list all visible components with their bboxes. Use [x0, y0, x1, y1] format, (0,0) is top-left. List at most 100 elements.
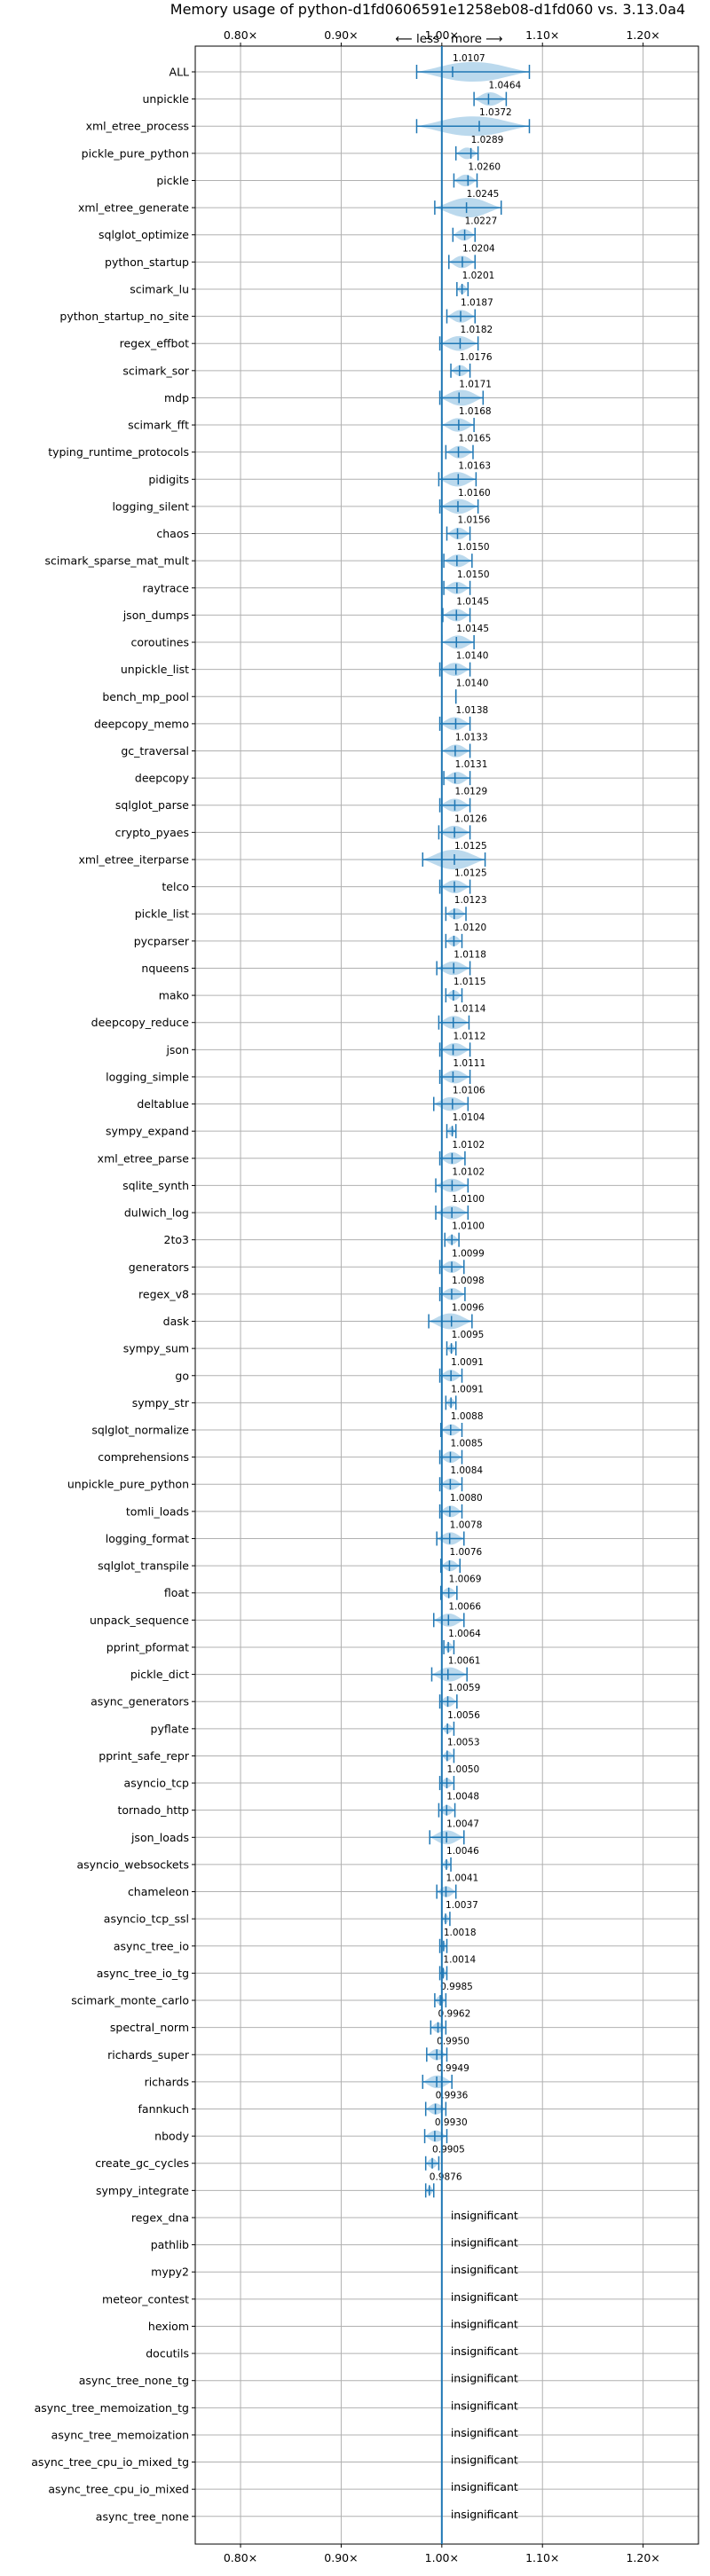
benchmark-label: deltablue: [137, 1097, 189, 1111]
benchmark-label: pidigits: [148, 473, 189, 486]
x-tick-label-top: 0.90×: [324, 28, 358, 42]
value-label: 0.9905: [432, 2145, 465, 2156]
value-label: 1.0123: [454, 895, 487, 906]
value-label: 1.0182: [460, 325, 493, 335]
benchmark-label: pickle_dict: [130, 1668, 189, 1681]
benchmark-label: richards_super: [107, 2048, 190, 2062]
value-label: 1.0104: [453, 1112, 485, 1123]
benchmark-label: pickle: [156, 174, 189, 187]
value-label: 1.0160: [458, 488, 491, 499]
benchmark-label: dask: [163, 1315, 190, 1328]
benchmark-label: typing_runtime_protocols: [48, 445, 189, 459]
benchmark-label: unpickle_pure_python: [67, 1478, 189, 1491]
x-tick-label-bottom: 1.20×: [626, 2551, 659, 2564]
value-label: 1.0112: [454, 1031, 486, 1041]
value-label: 1.0111: [453, 1058, 485, 1069]
benchmark-label: scimark_monte_carlo: [71, 1994, 189, 2007]
x-tick-label-top: 1.10×: [525, 28, 559, 42]
benchmark-label: async_tree_cpu_io_mixed: [48, 2483, 189, 2496]
benchmark-label: async_tree_none_tg: [79, 2374, 189, 2387]
insignificant-label: insignificant: [451, 2290, 518, 2304]
insignificant-label: insignificant: [451, 2317, 518, 2330]
value-label: 1.0046: [446, 1846, 479, 1857]
benchmark-label: mako: [159, 989, 189, 1002]
benchmark-label: logging_simple: [106, 1070, 189, 1083]
value-label: 1.0145: [456, 624, 489, 634]
benchmark-label: pickle_pure_python: [82, 146, 189, 160]
value-label: 1.0095: [452, 1330, 485, 1340]
benchmark-label: json_dumps: [122, 609, 189, 622]
value-label: 1.0091: [451, 1357, 484, 1368]
benchmark-label: tornado_http: [117, 1803, 189, 1817]
benchmark-label: regex_effbot: [120, 337, 189, 350]
value-label: 1.0064: [448, 1629, 481, 1639]
benchmark-label: mypy2: [151, 2266, 189, 2279]
benchmark-label: asyncio_websockets: [76, 1857, 189, 1871]
value-label: 1.0037: [446, 1900, 478, 1911]
value-label: 0.9962: [438, 2009, 471, 2020]
value-label: 1.0048: [446, 1792, 479, 1802]
value-label: 1.0018: [444, 1928, 477, 1938]
insignificant-label: insignificant: [451, 2480, 518, 2494]
benchmark-label: scimark_fft: [128, 419, 189, 432]
value-label: 1.0260: [468, 161, 501, 172]
x-tick-label-bottom: 0.90×: [324, 2551, 358, 2564]
value-label: 1.0165: [459, 434, 492, 444]
value-label: 1.0080: [450, 1493, 483, 1504]
benchmark-label: python_startup_no_site: [59, 310, 189, 323]
insignificant-label: insignificant: [451, 2344, 518, 2358]
x-tick-label-top: 0.80×: [224, 28, 257, 42]
value-label: 1.0053: [447, 1737, 480, 1747]
value-label: 1.0227: [465, 216, 498, 227]
benchmark-label: dulwich_log: [124, 1206, 189, 1220]
value-label: 0.9930: [435, 2117, 468, 2128]
value-label: 1.0059: [448, 1683, 481, 1693]
insignificant-label: insignificant: [451, 2263, 518, 2276]
value-label: 1.0156: [458, 515, 491, 526]
value-label: 1.0150: [457, 569, 490, 580]
value-label: 1.0201: [462, 271, 495, 281]
insignificant-label: insignificant: [451, 2454, 518, 2467]
benchmark-label: xml_etree_iterparse: [78, 852, 189, 866]
benchmark-label: async_tree_memoization_tg: [35, 2401, 189, 2415]
benchmark-label: sympy_str: [132, 1396, 190, 1410]
value-label: 1.0076: [449, 1547, 482, 1558]
x-tick-label-top: 1.00×: [425, 28, 459, 42]
benchmark-label: unpack_sequence: [90, 1614, 189, 1627]
benchmark-label: chaos: [156, 527, 189, 540]
benchmark-label: spectral_norm: [110, 2021, 189, 2034]
benchmark-label: sqlite_synth: [122, 1179, 189, 1192]
value-label: 1.0100: [452, 1194, 485, 1205]
benchmark-label: sqlglot_optimize: [99, 228, 189, 241]
benchmark-label: xml_etree_process: [86, 120, 189, 133]
value-label: 1.0372: [479, 107, 512, 118]
benchmark-label: meteor_contest: [102, 2292, 189, 2305]
value-label: 1.0125: [454, 868, 487, 879]
value-label: 1.0050: [447, 1764, 480, 1775]
benchmark-label: deepcopy_reduce: [91, 1016, 190, 1029]
benchmark-label: sympy_expand: [106, 1125, 189, 1138]
value-label: 1.0088: [451, 1411, 484, 1422]
value-label: 1.0106: [453, 1086, 485, 1096]
benchmark-label: json: [165, 1043, 189, 1056]
insignificant-label: insignificant: [451, 2426, 518, 2439]
value-label: 1.0145: [456, 596, 489, 607]
benchmark-label: comprehensions: [98, 1450, 189, 1464]
benchmark-label: asyncio_tcp: [124, 1777, 190, 1790]
value-label: 1.0163: [458, 460, 491, 471]
benchmark-label: sqlglot_transpile: [98, 1559, 189, 1573]
benchmark-label: tomli_loads: [126, 1504, 189, 1518]
x-tick-label-top: 1.20×: [626, 28, 659, 42]
value-label: 1.0078: [450, 1520, 483, 1530]
benchmark-label: chameleon: [128, 1885, 189, 1898]
insignificant-label: insignificant: [451, 2508, 518, 2521]
benchmark-label: pycparser: [134, 934, 190, 947]
benchmark-label: generators: [129, 1261, 189, 1274]
benchmark-label: docutils: [146, 2347, 189, 2360]
value-label: 1.0100: [452, 1221, 485, 1232]
value-label: 1.0140: [456, 678, 489, 688]
insignificant-label: insignificant: [451, 2209, 518, 2222]
value-label: 1.0125: [454, 841, 487, 852]
benchmark-label: json_loads: [130, 1831, 189, 1844]
